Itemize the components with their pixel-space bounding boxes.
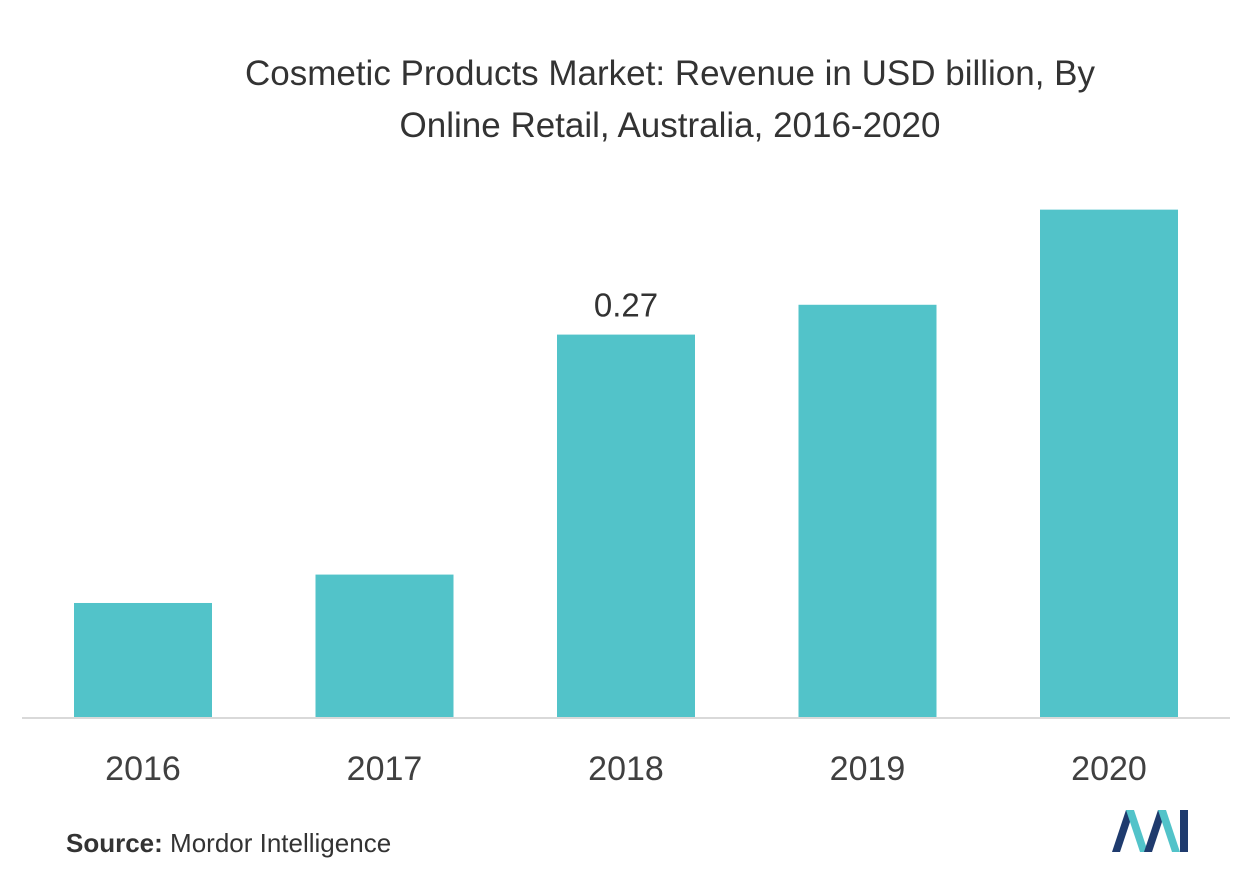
source-label: Source: [66, 828, 163, 858]
source-text: Mordor Intelligence [162, 828, 392, 858]
x-tick-label-2016: 2016 [105, 750, 181, 788]
source-note: Source: Mordor Intelligence [66, 828, 391, 859]
x-tick-label-2018: 2018 [588, 750, 664, 788]
chart-title: Cosmetic Products Market: Revenue in USD… [244, 54, 1096, 145]
bar-2020 [1040, 209, 1178, 718]
mordor-intelligence-logo-icon [1112, 810, 1188, 852]
bar-2018 [557, 334, 695, 718]
data-label-2018: 0.27 [594, 287, 658, 324]
bars-layer [74, 209, 1178, 718]
x-tick-label-2020: 2020 [1071, 750, 1147, 788]
bar-2016 [74, 602, 212, 718]
labels-layer: 2016 2017 2018 0.27 2019 2020 [105, 287, 1147, 788]
x-tick-label-2019: 2019 [830, 750, 906, 788]
x-tick-label-2017: 2017 [347, 750, 423, 788]
bar-2019 [798, 304, 937, 718]
bar-2017 [315, 574, 454, 718]
